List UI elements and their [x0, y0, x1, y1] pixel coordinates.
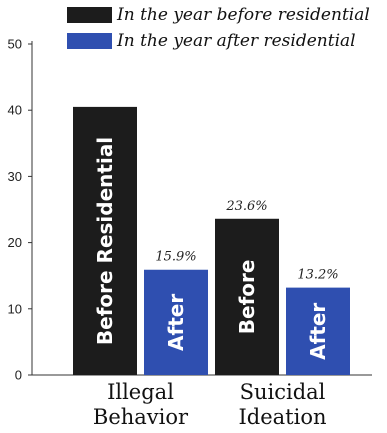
legend-swatch-1 — [67, 33, 112, 49]
category-label-0-line-0: Illegal — [107, 380, 174, 404]
bar-s0-c0 — [73, 106, 137, 375]
data-label-s0-c1: 23.6% — [225, 199, 267, 214]
y-tick-label-0: 0 — [15, 368, 22, 383]
y-tick-label-3: 30 — [8, 169, 22, 184]
category-label-1-line-0: Suicidal — [240, 380, 326, 404]
bar-text-s1-c0: After — [164, 294, 188, 351]
bar-s0-c1 — [215, 218, 279, 375]
y-tick-label-4: 40 — [8, 103, 22, 118]
category-label-1-line-1: Ideation — [238, 405, 326, 429]
bar-text-s0-c0: Before Residential — [93, 137, 117, 345]
y-tick-label-1: 10 — [8, 301, 22, 316]
legend-label-1: In the year after residential — [116, 31, 356, 51]
y-tick-label-2: 20 — [8, 235, 22, 250]
bar-s1-c0 — [144, 269, 208, 375]
legend-label-0: In the year before residential — [116, 5, 370, 25]
bar-text-s1-c1: After — [306, 303, 330, 360]
data-label-s1-c1: 13.2% — [297, 268, 338, 283]
bar-text-s0-c1: Before — [235, 260, 259, 335]
bar-s1-c1 — [286, 287, 350, 375]
legend-swatch-0 — [67, 7, 112, 23]
y-tick-label-5: 50 — [8, 37, 22, 52]
category-label-0-line-1: Behavior — [93, 405, 189, 429]
data-label-s1-c0: 15.9% — [155, 250, 196, 265]
